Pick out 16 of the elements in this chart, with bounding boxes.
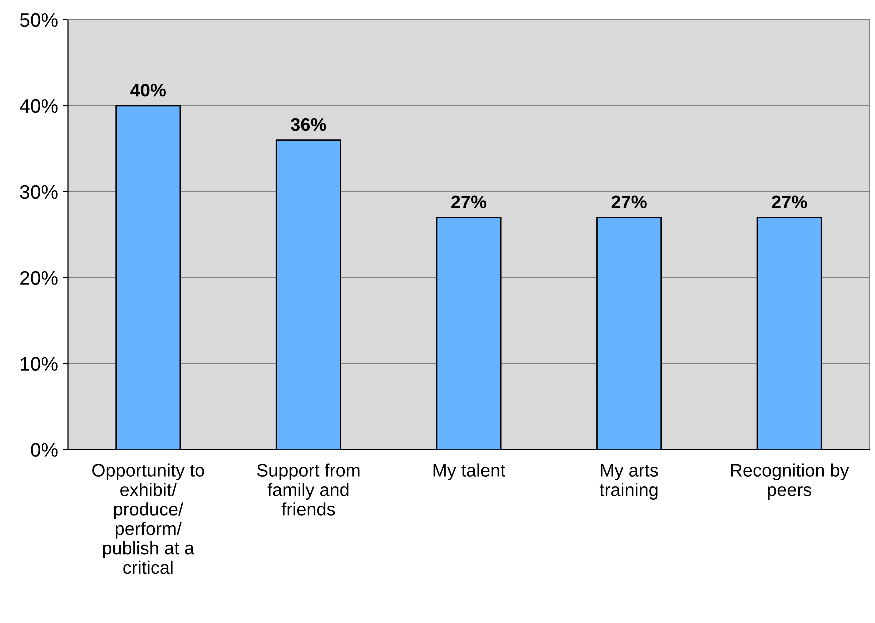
x-tick-label: Recognition by peers xyxy=(731,464,850,500)
y-tick-label: 10% xyxy=(21,357,58,372)
data-label: 27% xyxy=(612,196,647,209)
y-tick-label: 30% xyxy=(20,185,58,200)
data-label: 27% xyxy=(452,196,487,209)
data-label: 36% xyxy=(291,118,326,132)
x-tick-label: Support from family and friends xyxy=(257,464,360,516)
x-tick-label: My talent xyxy=(434,464,506,481)
data-label: 27% xyxy=(772,196,808,209)
y-tick-label: 40% xyxy=(20,99,58,114)
data-label: 40% xyxy=(130,84,166,97)
x-tick-label: Opportunity to exhibit/ produce/ perform/ publish at a critical xyxy=(92,464,204,574)
y-tick-label: 20% xyxy=(20,271,58,286)
y-tick-label: 0% xyxy=(31,443,58,458)
x-tick-label: My arts training xyxy=(600,464,658,500)
y-tick-label: 50% xyxy=(20,13,58,28)
